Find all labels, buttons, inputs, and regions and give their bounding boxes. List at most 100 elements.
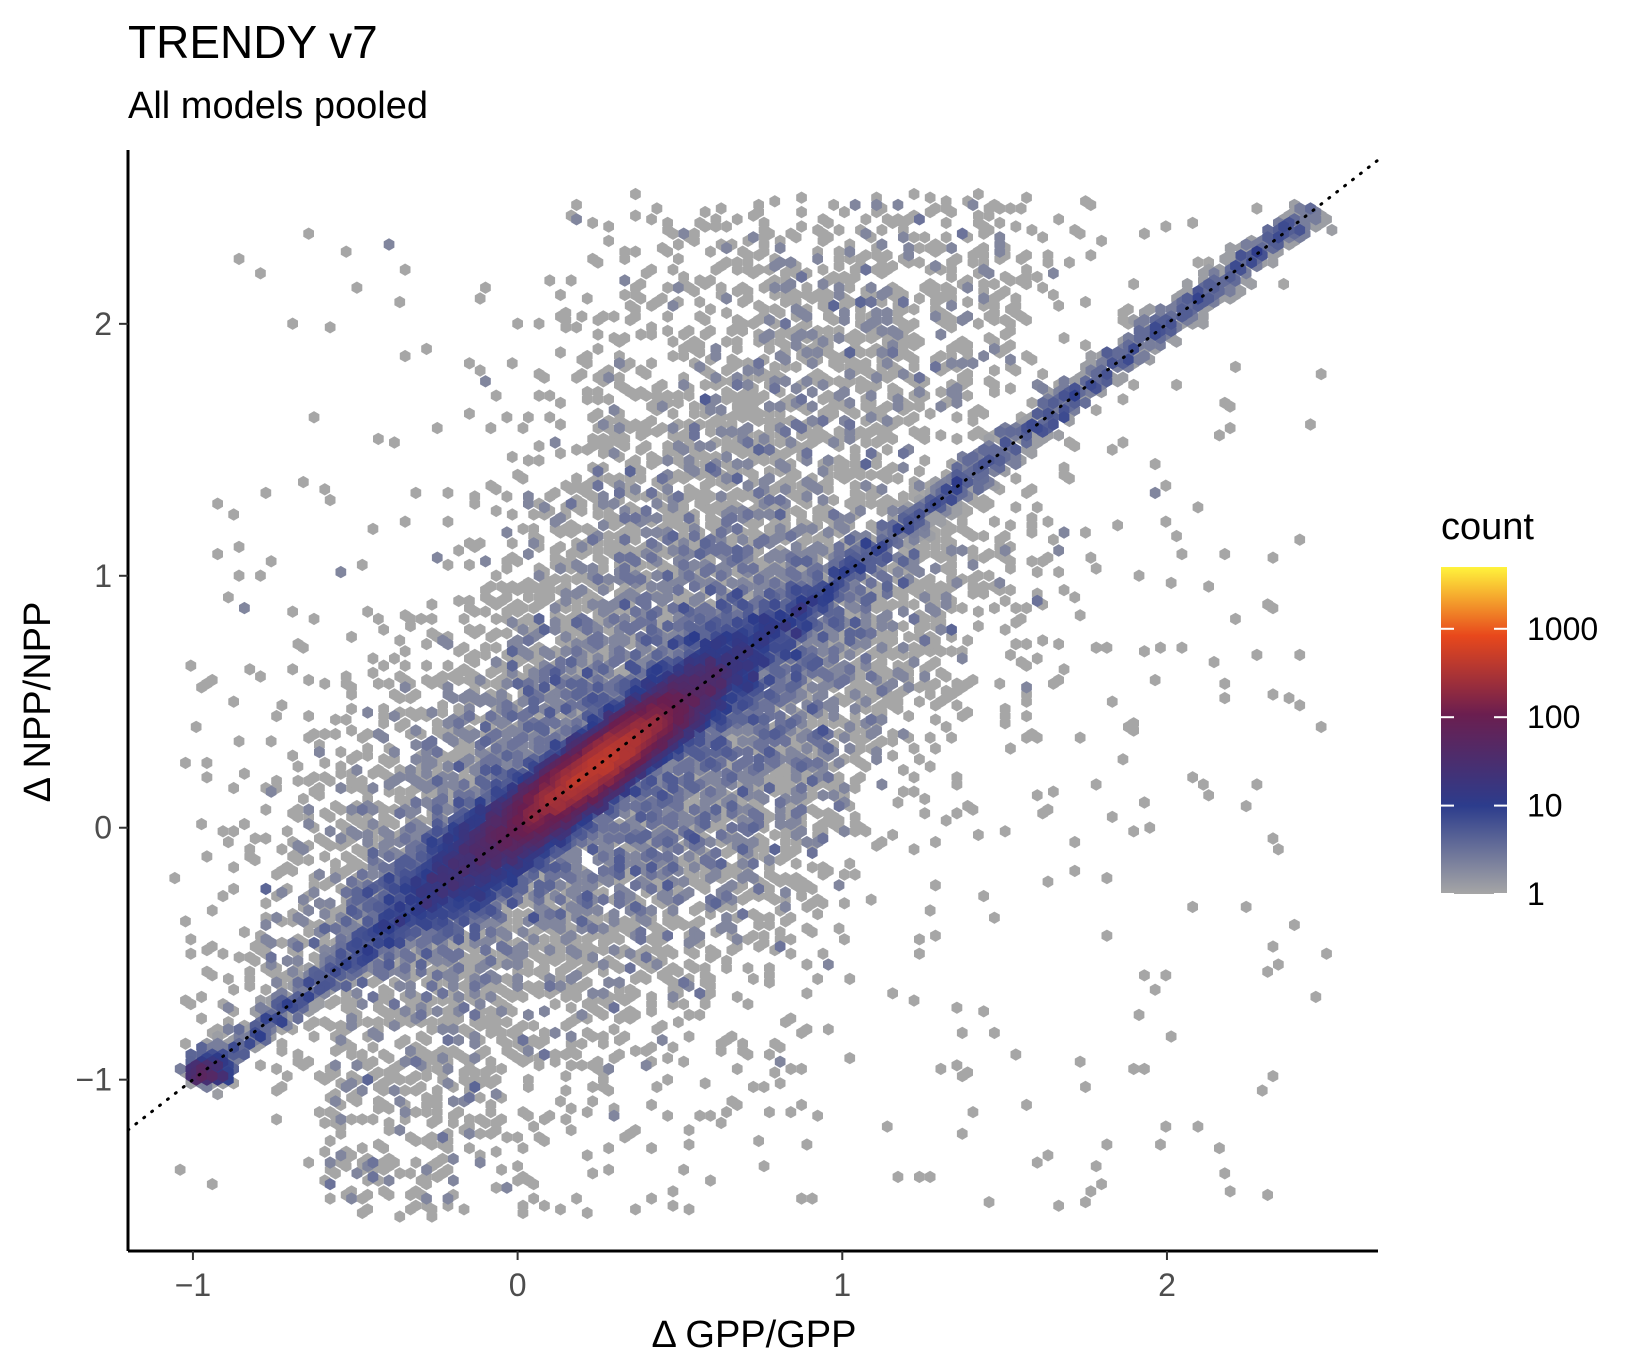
hexbin-cell — [271, 1113, 282, 1126]
hexbin-cell — [930, 742, 941, 755]
hexbin-cell — [212, 547, 223, 561]
hexbin-cell — [228, 825, 239, 838]
hexbin-cell — [217, 825, 229, 838]
hexbin-cell — [973, 619, 984, 633]
hexbin-cell — [774, 1055, 786, 1068]
hexbin-cell — [480, 281, 491, 294]
hexbin-cell — [394, 1167, 406, 1180]
hexbin-cell — [581, 1206, 593, 1220]
hexbin-cell — [528, 1192, 539, 1205]
hexbin-cell — [490, 1145, 502, 1158]
hexbin-cell — [528, 508, 539, 521]
hexbin-cell — [1112, 519, 1123, 532]
hexbin-cell — [678, 998, 689, 1011]
hexbin-cell — [308, 951, 320, 964]
hexbin-cell — [887, 727, 898, 741]
hexbin-cell — [683, 1124, 695, 1137]
hexbin-cell — [828, 493, 839, 507]
hexbin-cell — [496, 1163, 507, 1176]
hexbin-cell — [619, 274, 631, 287]
hexbin-cell — [1053, 213, 1064, 226]
hexbin-cell — [731, 1062, 743, 1076]
hexbin-cell — [1101, 871, 1113, 885]
hexbin-cell — [962, 295, 973, 309]
hexbin-cell — [764, 1106, 775, 1119]
hexbin-cell — [1315, 720, 1327, 734]
hexbin-cell — [924, 407, 936, 420]
hexbin-cell — [490, 641, 502, 654]
hexbin-cell — [555, 447, 566, 460]
hexbin-cell — [603, 976, 614, 989]
hexbin-cell — [683, 1008, 695, 1022]
hexbin-cell — [180, 1037, 191, 1050]
hexbin-cell — [533, 317, 545, 330]
hexbin-cell — [828, 198, 839, 212]
hexbin-cell — [1160, 220, 1172, 233]
hexbin-cell — [517, 1142, 529, 1155]
hexbin-cell — [705, 245, 716, 258]
hexbin-cell — [721, 220, 732, 233]
hexbin-cell — [565, 1059, 577, 1072]
hexbin-cell — [1010, 637, 1022, 651]
hexbin-cell — [951, 807, 963, 820]
hexbin-cell — [715, 202, 727, 215]
hexbin-cell — [914, 256, 925, 269]
hexbin-cell — [340, 850, 352, 863]
hexbin-cell — [1251, 778, 1263, 791]
hexbin-cell — [908, 598, 920, 611]
hexbin-cell — [319, 677, 331, 690]
hexbin-cell — [346, 724, 357, 737]
hexbin-cell — [989, 515, 1000, 528]
hexbin-cell — [351, 843, 363, 856]
hexbin-cell — [271, 709, 282, 723]
hexbin-cell — [431, 1005, 443, 1018]
hexbin-cell — [303, 853, 314, 867]
hexbin-cell — [394, 634, 406, 647]
hexbin-cell — [592, 342, 604, 356]
hexbin-cell — [1192, 501, 1204, 514]
hexbin-cell — [378, 767, 389, 780]
hexbin-cell — [276, 699, 288, 712]
hexbin-cell — [833, 223, 845, 237]
hexbin-cell — [399, 1084, 411, 1097]
hexbin-cell — [973, 187, 984, 201]
hexbin-cell — [908, 231, 920, 244]
hexbin-cell — [576, 1059, 588, 1072]
hexbin-cell — [1176, 641, 1188, 654]
hexbin-cell — [603, 220, 614, 233]
hexbin-cell — [201, 756, 213, 770]
hexbin-cell — [324, 1192, 336, 1205]
hexbin-cell — [656, 1034, 668, 1047]
hexbin-cell — [367, 1113, 379, 1126]
hexbin-cell — [630, 1044, 641, 1058]
hexbin-cell — [683, 1203, 695, 1216]
hexbin-cell — [989, 1026, 1000, 1040]
hexbin-cell — [1208, 655, 1220, 669]
hexbin-cell — [646, 213, 657, 226]
hexbin-cell — [1230, 612, 1241, 626]
hexbin-cell — [914, 1170, 925, 1184]
hexbin-cell — [303, 1156, 314, 1169]
hexbin-cell — [898, 619, 909, 633]
hexbin-cell — [1326, 223, 1338, 237]
hexbin-cell — [346, 702, 357, 716]
hexbin-cell — [946, 645, 957, 658]
hexbin-cell — [501, 1131, 513, 1144]
hexbin-cell — [1128, 378, 1139, 392]
hexbin-cell — [603, 1142, 614, 1155]
hexbin-cell — [919, 807, 931, 820]
hexbin-cell — [678, 1055, 689, 1068]
hexbin-cell — [501, 411, 513, 424]
hexbin-cell — [908, 994, 920, 1007]
hexbin-cell — [1085, 1185, 1097, 1198]
hexbin-cell — [1010, 501, 1022, 514]
hexbin-cell — [346, 753, 357, 766]
hexbin-cell — [1037, 634, 1048, 647]
hexbin-cell — [1031, 789, 1043, 802]
hexbin-cell — [1010, 1048, 1022, 1061]
hexbin-cell — [565, 274, 577, 287]
hexbin-cell — [801, 1138, 813, 1151]
hexbin-cell — [265, 555, 277, 568]
hexbin-cell — [1031, 565, 1043, 579]
hexbin-cell — [410, 1156, 422, 1169]
